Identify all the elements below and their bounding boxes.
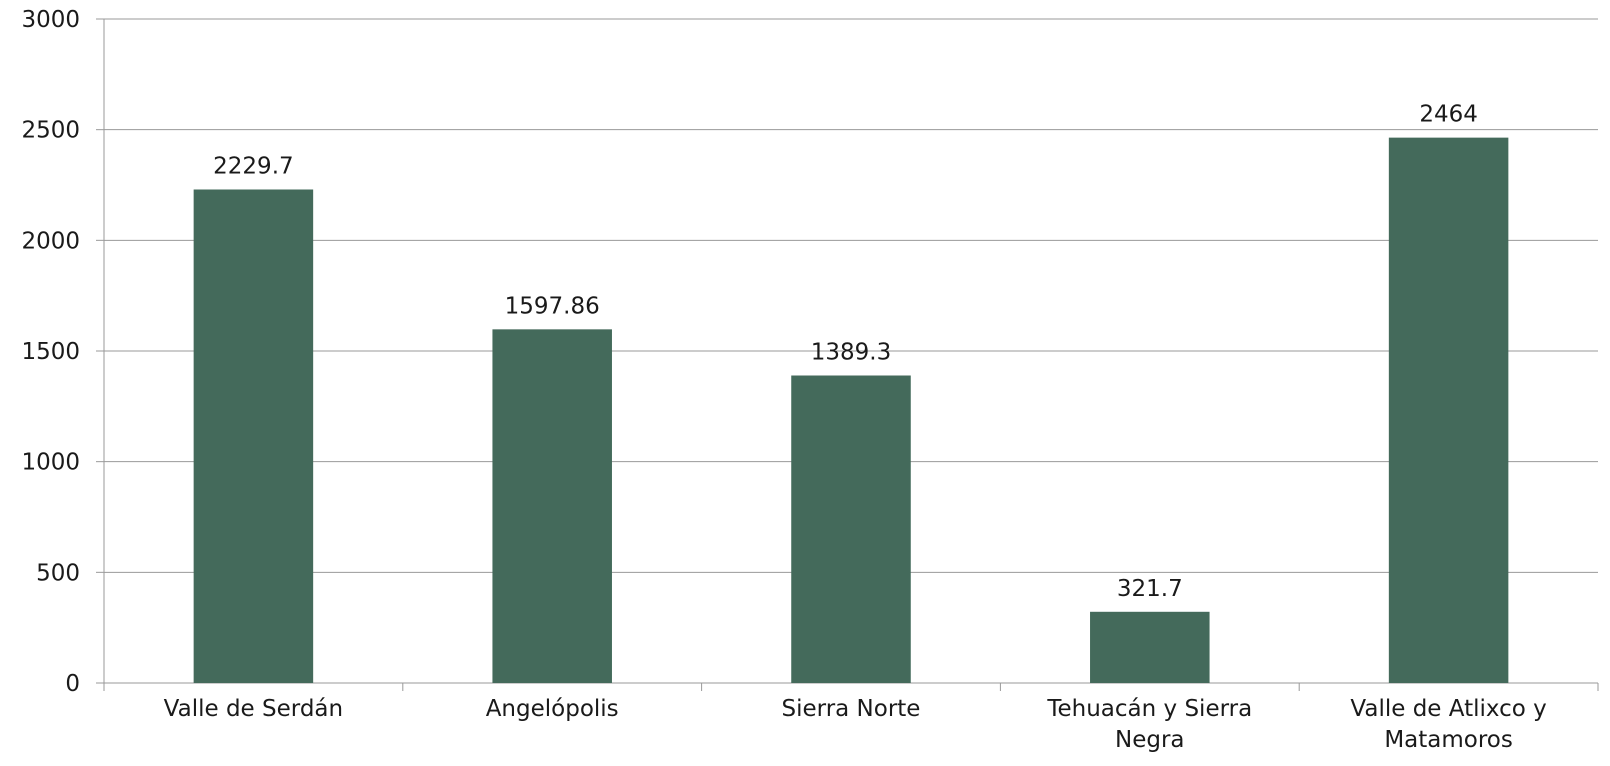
y-tick-label: 500 — [36, 560, 80, 586]
bar — [1388, 137, 1509, 684]
y-tick-label: 2000 — [21, 228, 80, 254]
bar — [492, 329, 612, 683]
value-label: 321.7 — [1117, 576, 1183, 602]
y-tick-label: 3000 — [21, 7, 80, 33]
x-tick-label: Tehuacán y Sierra Negra — [1047, 696, 1253, 753]
x-tick-label: Angelópolis — [485, 696, 619, 722]
value-label: 2229.7 — [213, 153, 293, 179]
y-tick-label: 0 — [65, 671, 80, 697]
y-tick-label: 2500 — [21, 118, 80, 144]
y-tick-label: 1500 — [21, 339, 80, 365]
bar — [1090, 611, 1210, 683]
bar — [193, 189, 314, 683]
value-label: 1389.3 — [811, 340, 891, 366]
x-tick-label: Valle de Serdán — [163, 696, 344, 722]
x-tick-label: Sierra Norte — [781, 696, 921, 722]
value-label: 2464 — [1419, 102, 1478, 128]
y-tick-label: 1000 — [21, 450, 80, 476]
bar — [791, 375, 911, 683]
x-tick-label: Valle de Atlixco y Matamoros — [1350, 696, 1547, 753]
value-label: 1597.86 — [505, 293, 600, 319]
